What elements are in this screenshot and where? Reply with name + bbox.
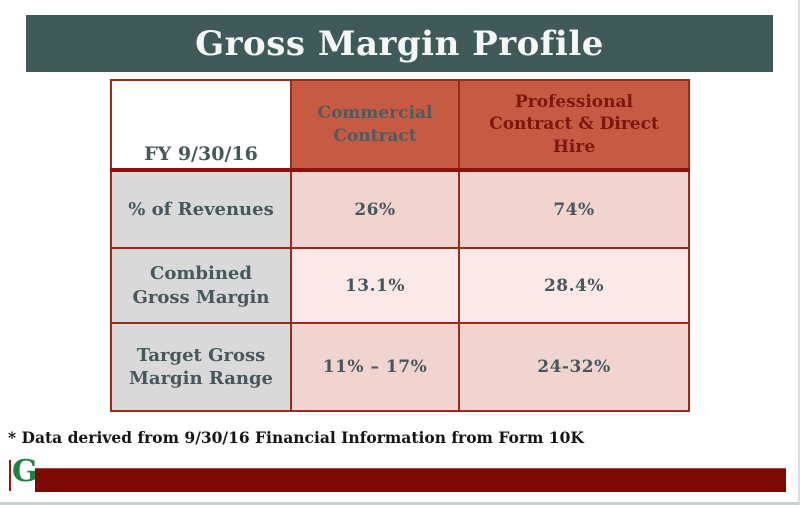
row-label: Combined Gross Margin [110, 247, 292, 324]
row-label: % of Revenues [110, 169, 292, 249]
cell-professional-combined-gross-margin: 28.4% [458, 247, 690, 324]
footnote: * Data derived from 9/30/16 Financial In… [8, 428, 584, 447]
table-header-row: FY 9/30/16 Commercial Contract Professio… [110, 79, 690, 172]
cell-commercial-target-gross-margin-range: 11% – 17% [290, 322, 460, 412]
gross-margin-table: FY 9/30/16 Commercial Contract Professio… [110, 79, 690, 412]
company-logo-g: G [12, 454, 38, 489]
logo-divider-line [9, 460, 11, 491]
cell-professional-target-gross-margin-range: 24-32% [458, 322, 690, 412]
page-title: Gross Margin Profile [195, 23, 604, 64]
table-row-percent-of-revenues: % of Revenues 26% 74% [110, 169, 690, 249]
table-corner-fiscal-year-label: FY 9/30/16 [110, 79, 292, 172]
cell-professional-percent-of-revenues: 74% [458, 169, 690, 249]
table-row-combined-gross-margin: Combined Gross Margin 13.1% 28.4% [110, 247, 690, 324]
bottom-accent-bar [35, 468, 786, 492]
cell-commercial-combined-gross-margin: 13.1% [290, 247, 460, 324]
row-label: Target Gross Margin Range [110, 322, 292, 412]
cell-commercial-percent-of-revenues: 26% [290, 169, 460, 249]
column-header-professional-contract-direct-hire: Professional Contract & Direct Hire [458, 79, 690, 172]
title-bar: Gross Margin Profile [26, 15, 773, 72]
table-row-target-gross-margin-range: Target Gross Margin Range 11% – 17% 24-3… [110, 322, 690, 412]
column-header-commercial-contract: Commercial Contract [290, 79, 460, 172]
